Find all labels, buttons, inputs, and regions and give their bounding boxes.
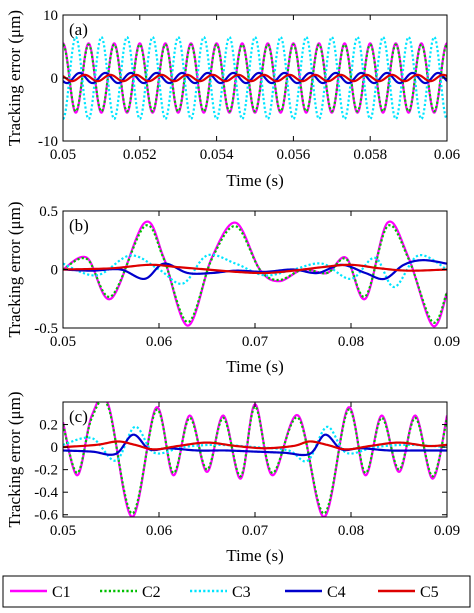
series-line-C3: [63, 35, 447, 121]
x-tick-label: 0.05: [50, 147, 76, 163]
series-line-C5: [63, 440, 447, 451]
y-tick-label: 0: [51, 440, 59, 456]
x-tick-label: 0.07: [242, 523, 269, 539]
x-tick-label: 0.05: [50, 334, 76, 350]
legend-label-C5: C5: [420, 584, 439, 601]
panel-3: 0.05 0.06 0.07 0.08 0.09 -0.6 -0.4 -0.2 0 0.2 (c) T…: [5, 392, 460, 565]
y-tick-label: -0.2: [34, 463, 58, 479]
y-tick-label: 0.5: [39, 204, 58, 220]
y-tick-label: -10: [38, 134, 58, 150]
series-line-C2: [63, 402, 447, 515]
y-axis-label: Tracking error (μm): [5, 392, 24, 528]
y-tick-label: 10: [43, 8, 58, 24]
series-line-C5: [63, 263, 447, 275]
panels: 0.05 0.052 0.054 0.056 0.058 0.06 -10 0 10 (a) Tim…: [5, 8, 461, 565]
x-tick-label: 0.06: [434, 147, 461, 163]
y-tick-label: -0.6: [34, 508, 58, 524]
legend: C1 C2 C3 C4 C5: [2, 575, 471, 608]
y-tick-label: 0.2: [39, 418, 58, 434]
panel-2: 0.05 0.06 0.07 0.08 0.09 -0.5 0 0.5 (b) Time (s) T…: [5, 202, 460, 376]
panel-1: 0.05 0.052 0.054 0.056 0.058 0.06 -10 0 10 (a) Tim…: [5, 8, 461, 190]
series-line-C4: [63, 433, 447, 457]
x-tick-label: 0.09: [434, 523, 460, 539]
x-tick-label: 0.054: [200, 147, 234, 163]
y-tick-label: 0: [51, 263, 59, 279]
series-line-C4: [63, 71, 447, 85]
legend-label-C4: C4: [327, 584, 346, 601]
legend-label-C2: C2: [142, 584, 161, 601]
y-tick-label: -0.4: [34, 485, 58, 501]
series-line-C3: [63, 253, 447, 289]
series-group: [63, 402, 447, 517]
series-group: [63, 220, 447, 328]
y-tick-label: 0: [51, 71, 59, 87]
x-tick-label: 0.08: [338, 334, 364, 350]
panel-label: (c): [69, 407, 88, 426]
x-axis-label: Time (s): [226, 357, 283, 376]
x-tick-label: 0.058: [353, 147, 387, 163]
series-line-C1: [63, 402, 447, 517]
panel-label: (a): [69, 20, 88, 39]
x-axis-label: Time (s): [226, 171, 283, 190]
x-tick-label: 0.05: [50, 523, 76, 539]
y-axis-label: Tracking error (μm): [5, 202, 24, 338]
x-tick-label: 0.052: [123, 147, 157, 163]
x-tick-label: 0.06: [146, 334, 173, 350]
series-line-C1: [63, 42, 447, 114]
x-tick-label: 0.09: [434, 334, 460, 350]
x-tick-label: 0.08: [338, 523, 364, 539]
x-tick-label: 0.056: [277, 147, 311, 163]
y-axis-label: Tracking error (μm): [5, 10, 24, 146]
series-group: [63, 35, 447, 121]
y-tick-label: -0.5: [34, 321, 58, 337]
series-line-C2: [63, 43, 447, 113]
x-axis-label: Time (s): [226, 546, 283, 565]
panel-label: (b): [69, 216, 89, 235]
series-line-C2: [63, 224, 447, 324]
series-line-C5: [63, 73, 447, 83]
x-tick-label: 0.06: [146, 523, 173, 539]
plot-frame: [62, 401, 448, 518]
legend-label-C3: C3: [232, 584, 251, 601]
legend-label-C1: C1: [52, 584, 71, 601]
x-tick-label: 0.07: [242, 334, 269, 350]
series-line-C4: [63, 259, 447, 281]
